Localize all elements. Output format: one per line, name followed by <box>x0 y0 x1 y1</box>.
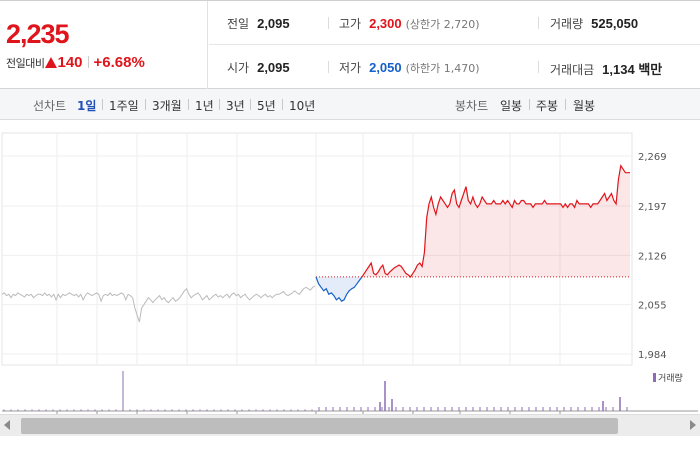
y-tick-label: 2,269 <box>638 152 667 163</box>
high-label: 고가 <box>339 17 362 31</box>
scroll-right-icon[interactable] <box>690 420 696 430</box>
high-value: 2,300 <box>369 16 402 31</box>
above-baseline-fill <box>362 165 630 277</box>
y-tick-label: 1,984 <box>638 350 667 361</box>
prev-close-label: 전일 <box>227 17 250 31</box>
tab-1y[interactable]: 1년 <box>195 99 214 113</box>
divider <box>87 56 89 68</box>
series-line-above <box>361 164 630 278</box>
price-chart[interactable]: 2,269 2,197 2,126 2,055 1,984 거래량 <box>0 121 700 414</box>
divider <box>538 17 539 29</box>
y-tick-label: 2,197 <box>638 202 667 213</box>
prev-close-stat: 전일 2,095 <box>227 15 290 32</box>
low-label: 저가 <box>339 61 362 75</box>
tab-3y[interactable]: 3년 <box>226 99 245 113</box>
tab-daily[interactable]: 일봉 <box>500 99 523 113</box>
price-box: 2,235 전일대비 140 +6.68% <box>0 1 208 89</box>
volume-label: 거래량 <box>550 17 584 31</box>
open-stat: 시가 2,095 <box>227 59 290 76</box>
tab-monthly[interactable]: 월봉 <box>573 99 596 113</box>
candle-chart-label: 봉차트 <box>455 99 489 113</box>
period-bar: 선차트 1일 1주일 3개월 1년 3년 5년 10년 봉차트 일봉 주봉 월봉 <box>0 89 700 120</box>
lower-limit: (하한가 1,470) <box>405 62 480 75</box>
open-value: 2,095 <box>257 60 290 75</box>
high-stat: 고가 2,300 (상한가 2,720) <box>339 15 480 32</box>
tab-weekly[interactable]: 주봉 <box>536 99 559 113</box>
change-amount: 140 <box>57 54 83 71</box>
trade-value-stat: 거래대금 1,134 백만 <box>550 59 662 78</box>
volume-stat: 거래량 525,050 <box>550 15 638 32</box>
change-label: 전일대비 <box>6 57 45 70</box>
trade-value-value: 1,134 백만 <box>602 62 663 77</box>
current-price: 2,235 <box>6 19 70 49</box>
upper-limit: (상한가 2,720) <box>405 18 480 31</box>
line-chart-label: 선차트 <box>33 99 67 113</box>
divider <box>328 61 329 73</box>
divider <box>328 17 329 29</box>
low-value: 2,050 <box>369 60 402 75</box>
open-label: 시가 <box>227 61 250 75</box>
tab-1d[interactable]: 1일 <box>77 99 97 113</box>
quote-header: 2,235 전일대비 140 +6.68% 전일 2,095 고가 2,300 (상한가 … <box>0 0 700 89</box>
divider <box>219 99 220 110</box>
trade-value-label: 거래대금 <box>550 63 595 77</box>
scroll-left-icon[interactable] <box>4 420 10 430</box>
series-line-pre <box>1 285 316 323</box>
chart-scrollbar[interactable] <box>0 414 700 436</box>
change-row: 전일대비 140 +6.68% <box>6 54 145 71</box>
chart-canvas: 2,269 2,197 2,126 2,055 1,984 <box>1 132 698 414</box>
low-stat: 저가 2,050 (하한가 1,470) <box>339 59 480 76</box>
prev-close-value: 2,095 <box>257 16 290 31</box>
y-tick-label: 2,055 <box>638 301 667 312</box>
divider <box>538 61 539 73</box>
divider <box>145 99 146 110</box>
stat-row-top: 전일 2,095 고가 2,300 (상한가 2,720) 거래량 525,050 <box>209 1 700 45</box>
divider <box>282 99 283 110</box>
divider <box>250 99 251 110</box>
tab-10y[interactable]: 10년 <box>289 99 316 113</box>
divider <box>565 99 566 110</box>
volume-legend: 거래량 <box>653 371 683 384</box>
volume-legend-swatch <box>653 373 656 382</box>
up-triangle-icon <box>45 57 58 68</box>
change-rate: +6.68% <box>93 54 145 71</box>
y-tick-label: 2,126 <box>638 251 667 262</box>
divider <box>529 99 530 110</box>
volume-value: 525,050 <box>591 16 639 31</box>
below-baseline-fill <box>316 276 362 302</box>
volume-legend-label: 거래량 <box>658 374 683 384</box>
tab-5y[interactable]: 5년 <box>257 99 276 113</box>
plot-frame <box>1 132 633 366</box>
divider <box>102 99 103 110</box>
stat-row-bottom: 시가 2,095 저가 2,050 (하한가 1,470) 거래대금 1,134 백만 <box>209 45 700 89</box>
scroll-thumb[interactable] <box>21 418 618 434</box>
series-line-below <box>315 276 363 302</box>
tab-3m[interactable]: 3개월 <box>152 99 182 113</box>
divider <box>188 99 189 110</box>
tab-1w[interactable]: 1주일 <box>109 99 139 113</box>
